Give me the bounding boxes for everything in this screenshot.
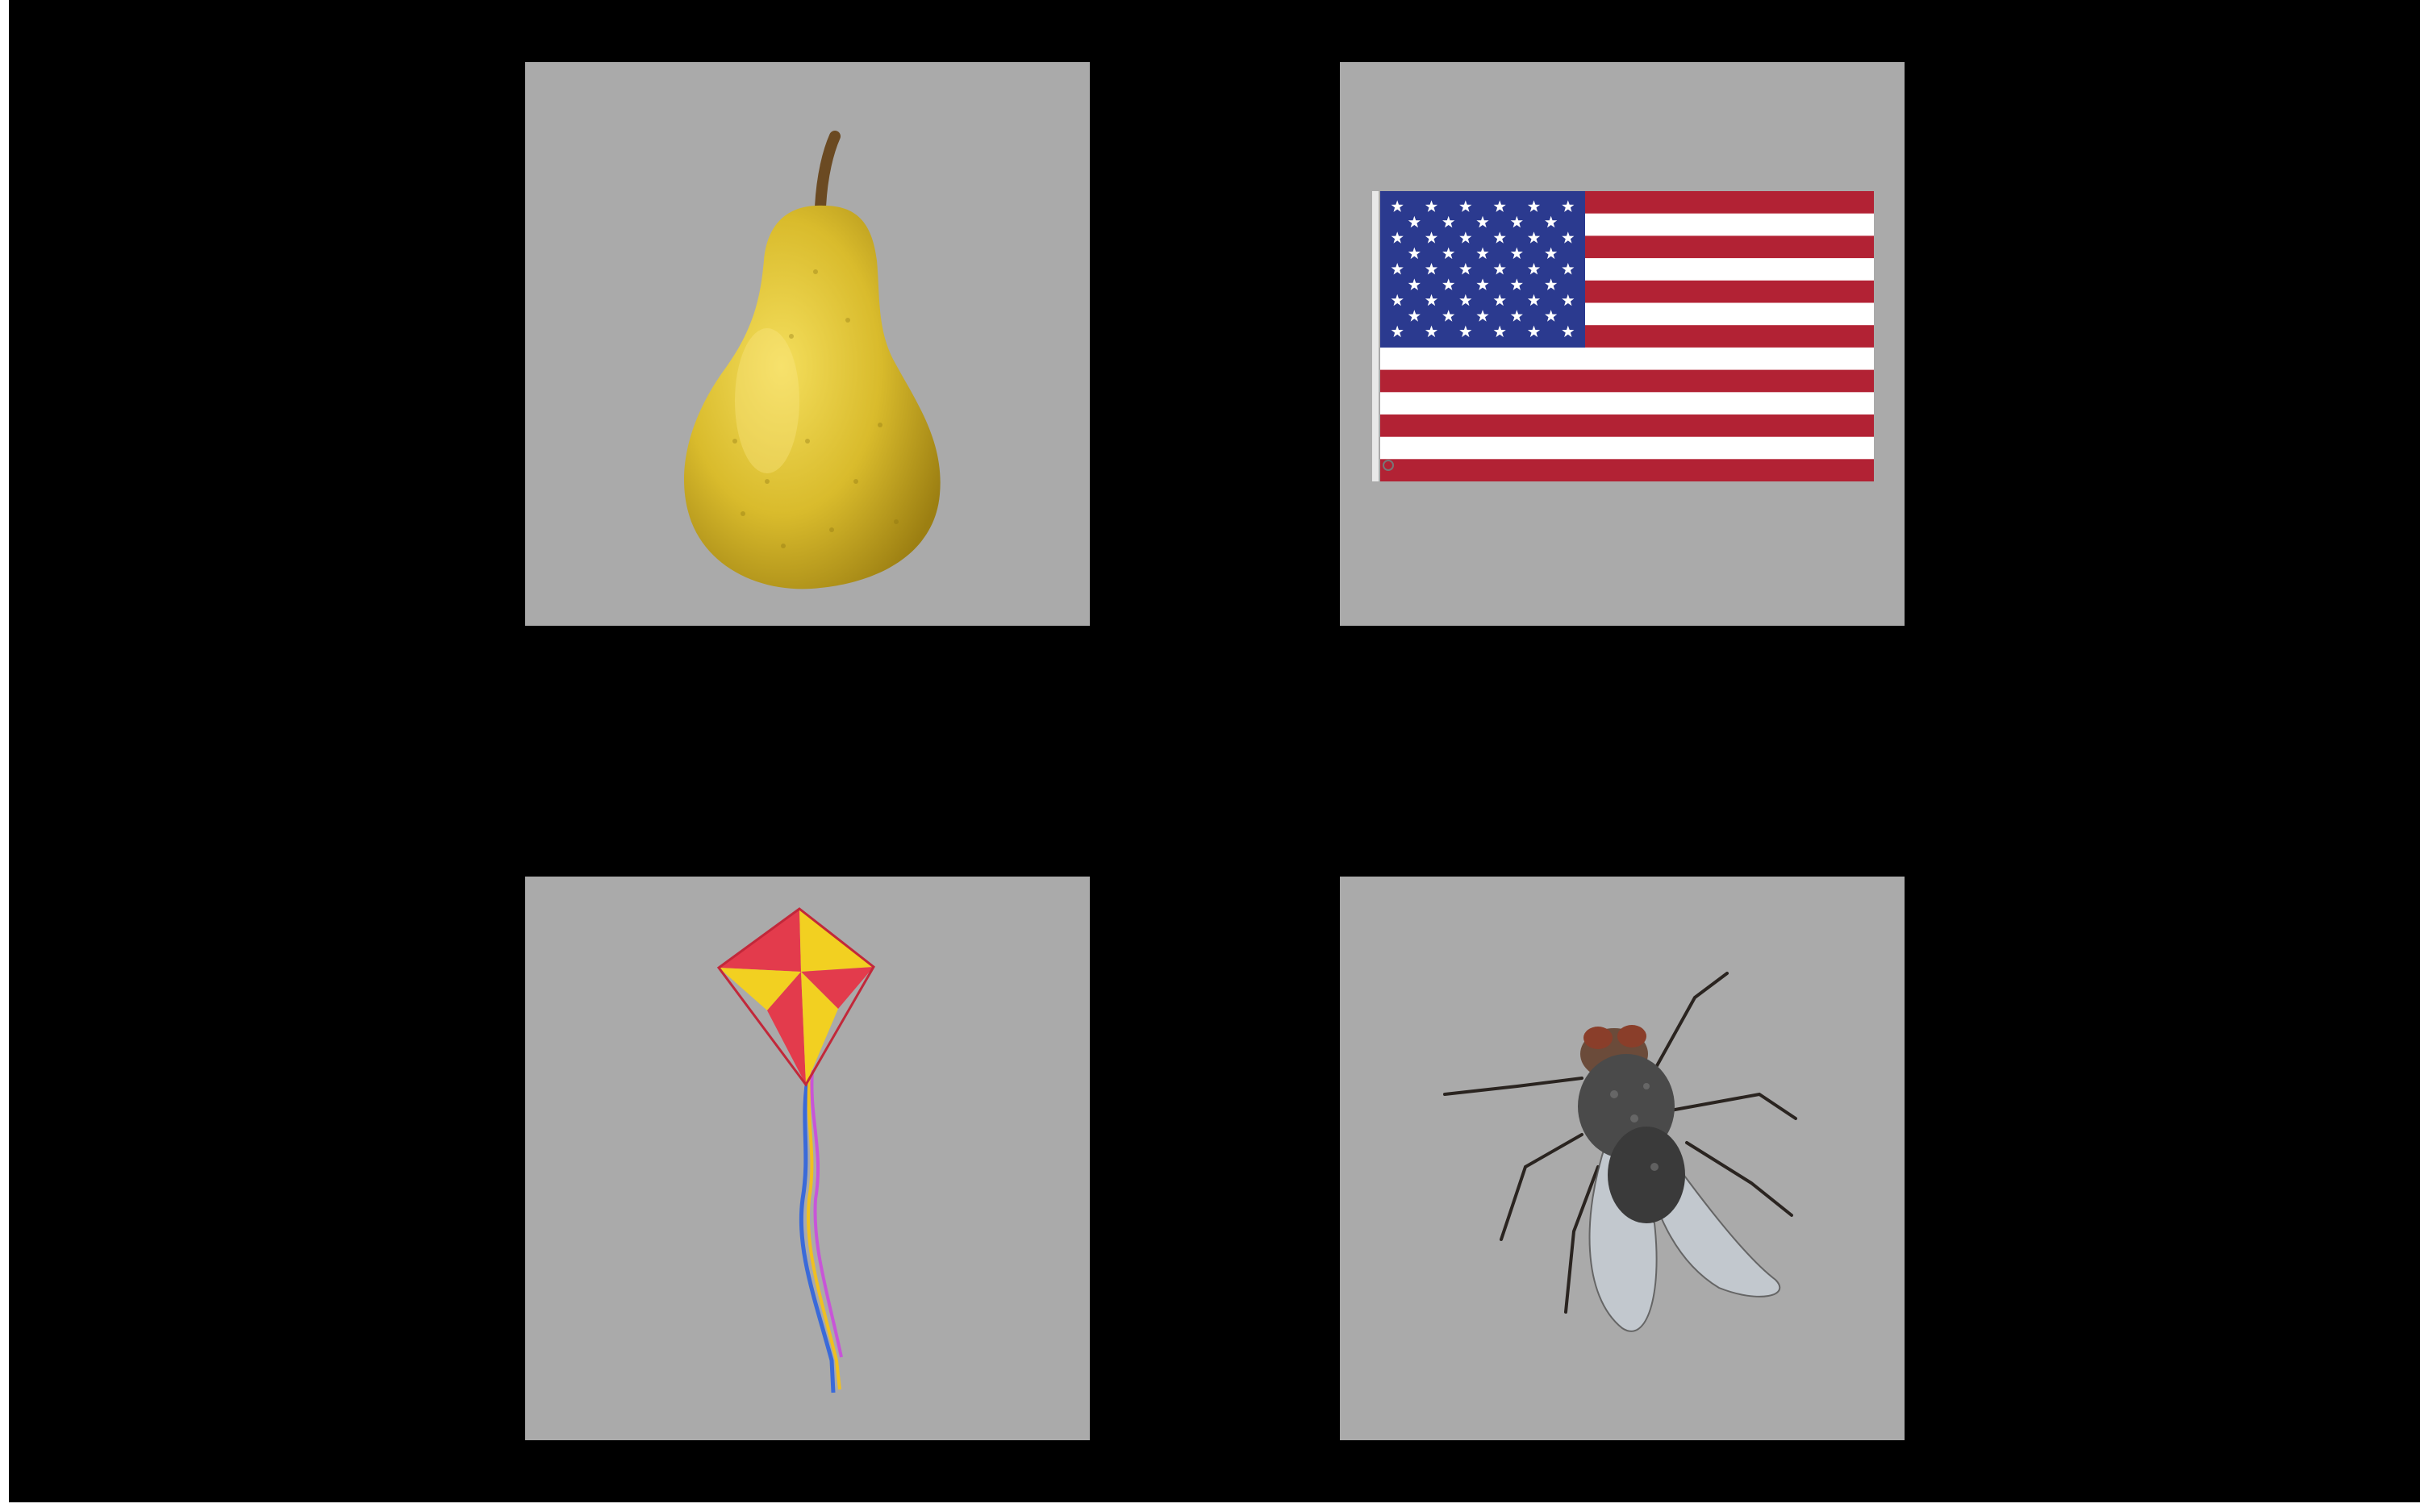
flag-star bbox=[1493, 325, 1506, 338]
flag-star bbox=[1391, 294, 1404, 306]
flag-star bbox=[1562, 231, 1575, 244]
flag-image-tile[interactable] bbox=[1340, 62, 1905, 626]
flag-star bbox=[1510, 215, 1523, 228]
flag-star bbox=[1476, 278, 1489, 290]
fly-image-tile[interactable] bbox=[1340, 877, 1905, 1440]
flag-star bbox=[1408, 310, 1421, 322]
flag-star bbox=[1425, 263, 1438, 275]
flag-star bbox=[1545, 215, 1558, 228]
flag-star bbox=[1459, 231, 1472, 244]
flag-star bbox=[1459, 294, 1472, 306]
flag-star bbox=[1442, 215, 1455, 228]
flag-star bbox=[1391, 231, 1404, 244]
flag-star bbox=[1391, 263, 1404, 275]
flag-star bbox=[1562, 294, 1575, 306]
flag-star bbox=[1562, 200, 1575, 212]
pear-image-tile[interactable] bbox=[525, 62, 1090, 626]
flag-star bbox=[1459, 263, 1472, 275]
flag-star bbox=[1493, 231, 1506, 244]
flag-star bbox=[1442, 310, 1455, 322]
housefly-icon bbox=[1443, 972, 1797, 1332]
flag-star bbox=[1425, 325, 1438, 338]
flag-star bbox=[1493, 294, 1506, 306]
flag-star bbox=[1442, 278, 1455, 290]
flag-star bbox=[1545, 310, 1558, 322]
kite-icon bbox=[716, 907, 875, 1393]
flag-star bbox=[1562, 263, 1575, 275]
flag-star bbox=[1510, 310, 1523, 322]
flag-star bbox=[1527, 294, 1541, 306]
flag-star bbox=[1493, 263, 1506, 275]
flag-star bbox=[1562, 325, 1575, 338]
kite-image-tile[interactable] bbox=[525, 877, 1090, 1440]
flag-star bbox=[1391, 325, 1404, 338]
flag-star bbox=[1545, 278, 1558, 290]
flag-star bbox=[1476, 310, 1489, 322]
flag-star bbox=[1459, 325, 1472, 338]
flag-star bbox=[1527, 231, 1541, 244]
pear-icon bbox=[684, 131, 941, 589]
flag-star bbox=[1510, 247, 1523, 260]
flag-star bbox=[1476, 247, 1489, 260]
flag-star bbox=[1527, 325, 1541, 338]
flag-star bbox=[1425, 200, 1438, 212]
flag-star bbox=[1545, 247, 1558, 260]
flag-star bbox=[1425, 231, 1438, 244]
flag-star bbox=[1425, 294, 1438, 306]
flag-star bbox=[1493, 200, 1506, 212]
flag-star bbox=[1459, 200, 1472, 212]
flag-star bbox=[1408, 247, 1421, 260]
flag-star bbox=[1527, 263, 1541, 275]
flag-star bbox=[1408, 215, 1421, 228]
flag-star bbox=[1391, 200, 1404, 212]
flag-star bbox=[1408, 278, 1421, 290]
flag-star bbox=[1476, 215, 1489, 228]
stimulus-screen bbox=[9, 0, 2420, 1502]
us-flag-icon bbox=[1372, 191, 1874, 481]
flag-star bbox=[1510, 278, 1523, 290]
flag-star bbox=[1442, 247, 1455, 260]
flag-star bbox=[1527, 200, 1541, 212]
